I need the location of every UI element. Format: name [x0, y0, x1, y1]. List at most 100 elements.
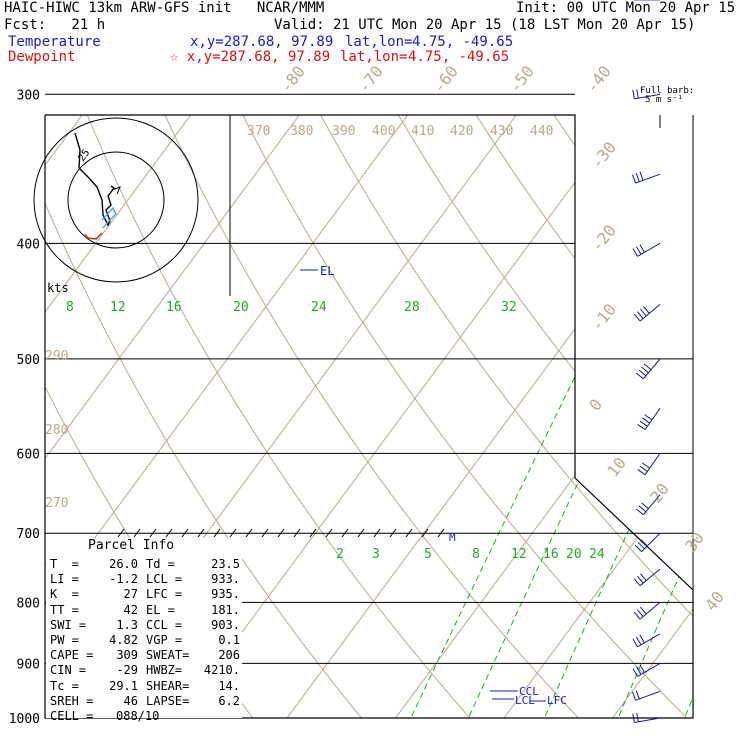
parcel-param-label: HWBZ= — [146, 663, 183, 678]
pressure-tick-label: 900 — [17, 657, 40, 672]
parcel-param-label: TT = — [50, 602, 79, 617]
dewpoint-xy: ☆ x,y=287.68, 97.89 — [170, 49, 331, 65]
isotherm-label: 20 — [646, 480, 673, 507]
parcel-info-row: K = 27 LFC = 935. — [46, 587, 242, 602]
theta-label: 390 — [332, 124, 355, 139]
parcel-param-label: LFC = — [146, 587, 183, 602]
temperature-latlon-label: lat,lon= — [345, 34, 413, 50]
parcel-param-label: CIN = — [50, 663, 87, 678]
cap-hatch-mark — [325, 528, 333, 538]
cap-hatch-mark — [197, 528, 205, 538]
ccl-label: CCL — [519, 685, 539, 698]
parcel-param-value: -29 — [116, 663, 138, 678]
dry-adiabat-line — [45, 115, 603, 718]
theta-label: 270 — [45, 496, 68, 511]
moist-adiabat-label: 32 — [501, 300, 517, 315]
parcel-param-value: 206 — [218, 648, 240, 663]
dry-adiabat-line — [45, 115, 383, 718]
wind-barb-flag — [638, 505, 647, 513]
dry-adiabat-line — [108, 115, 693, 718]
wind-barb-flag — [636, 636, 642, 646]
wind-barb-flag — [640, 573, 647, 581]
dry-adiabat-line — [277, 115, 693, 718]
moist-adiabat-label: 28 — [404, 300, 420, 315]
mixing-ratio-label: 8 — [472, 547, 480, 562]
m-label: M — [449, 531, 456, 544]
parcel-param-value: 42 — [123, 602, 138, 617]
wind-barb-flag — [633, 578, 641, 587]
isotherm-label: -20 — [587, 221, 620, 255]
isotherm-line — [702, 0, 740, 740]
theta-label: 440 — [530, 124, 553, 139]
wind-barb-flag — [636, 575, 644, 584]
cap-hatch-mark — [149, 528, 157, 538]
cap-hatch-mark — [421, 528, 429, 538]
temperature-xy: x,y=287.68, 97.89 — [190, 34, 334, 50]
parcel-param-label: SWEAT= — [146, 648, 190, 663]
pressure-tick-label: 1000 — [9, 712, 40, 727]
isotherm-line — [376, 115, 693, 718]
wind-barb-flag — [632, 89, 635, 99]
moist-adiabat-label: 8 — [66, 300, 74, 315]
wind-barb-flag — [639, 171, 644, 181]
parcel-param-value: 309 — [116, 648, 138, 663]
parcel-info-row: SWI = 1.3 CCL = 903. — [46, 618, 242, 633]
wind-barb-flag — [639, 244, 645, 253]
axis-labels: -80 -70 -60 -50 -40 -30 -20 -10 0 10 20 30 40 270 280 2… — [45, 62, 728, 614]
wind-barb-flag — [637, 469, 646, 476]
parcel-param-value: 23.5 — [211, 557, 240, 571]
cap-hatch-mark — [341, 528, 349, 538]
wind-barb-flag — [639, 664, 645, 673]
parcel-param-label: EL = — [146, 602, 175, 617]
wind-barb-flag — [639, 634, 645, 644]
wind-barb-flag — [641, 502, 649, 510]
parcel-param-label: LAPSE= — [146, 693, 190, 708]
cap-hatch-mark — [245, 528, 253, 538]
wind-barb-flag — [637, 424, 646, 431]
mixing-ratio-label: 16 — [543, 547, 559, 562]
hodograph-units-label: kts — [47, 281, 69, 295]
hodograph-ring-outer — [33, 117, 199, 283]
isotherm-label: 0 — [585, 395, 606, 414]
wind-barb-flag — [633, 611, 641, 620]
theta-label: 380 — [290, 124, 313, 139]
dry-adiabat-line — [164, 115, 693, 718]
isotherm-line — [267, 115, 693, 718]
parcel-param-value: 6.2 — [218, 693, 240, 708]
wind-barb-flag — [636, 508, 644, 516]
parcel-info-row: SREH = 46 LAPSE= 6.2 — [46, 694, 242, 709]
theta-label: 430 — [490, 124, 513, 139]
parcel-param-value: 4210. — [203, 663, 240, 678]
parcel-info-panel: Parcel Info T = 26.0 Td = 23.5 LI = -1.2 LCL =… — [46, 538, 242, 723]
pressure-tick-label: 400 — [17, 237, 40, 252]
parcel-param-value: 088/10 — [116, 709, 160, 723]
wind-barb-staff — [642, 494, 661, 516]
dry-adiabat-line — [389, 115, 693, 718]
pressure-tick-label: 300 — [17, 88, 40, 103]
dry-adiabat-line — [558, 115, 693, 718]
mixing-ratio-label: 2 — [336, 547, 344, 562]
wind-barb-flag — [634, 544, 642, 552]
wind-barb-flag — [636, 246, 642, 255]
mixing-ratio-label: 20 — [566, 547, 582, 562]
mixing-ratio-line — [673, 358, 693, 718]
dry-adiabat-line — [445, 115, 693, 718]
parcel-info-row: TT = 42 EL = 181. — [46, 603, 242, 618]
isotherm-label: -50 — [505, 62, 538, 96]
parcel-info-title: Parcel Info — [88, 538, 175, 553]
wind-barb-flag — [632, 713, 635, 723]
cap-hatch-mark — [229, 528, 237, 538]
parcel-param-label: PW = — [50, 633, 79, 647]
moist-adiabat-label: 24 — [311, 300, 327, 315]
parcel-param-value: -1.2 — [109, 572, 138, 587]
isotherm-label: 30 — [681, 529, 708, 556]
parcel-param-label: VGP = — [146, 633, 183, 647]
wind-barb-flag — [643, 363, 652, 371]
parcel-info-row: CELL = 088/10 — [46, 709, 242, 724]
model-title: HAIC-HIWC 13km ARW-GFS init NCAR/MMM — [4, 0, 325, 16]
valid-time: Valid: 21 UTC Mon 20 Apr 15 (18 LST Mon … — [274, 17, 696, 33]
plot-frame — [44, 114, 694, 719]
temperature-legend: Temperature — [8, 34, 101, 50]
isotherm-label: -80 — [276, 62, 309, 96]
dry-adiabat-line — [670, 115, 693, 718]
